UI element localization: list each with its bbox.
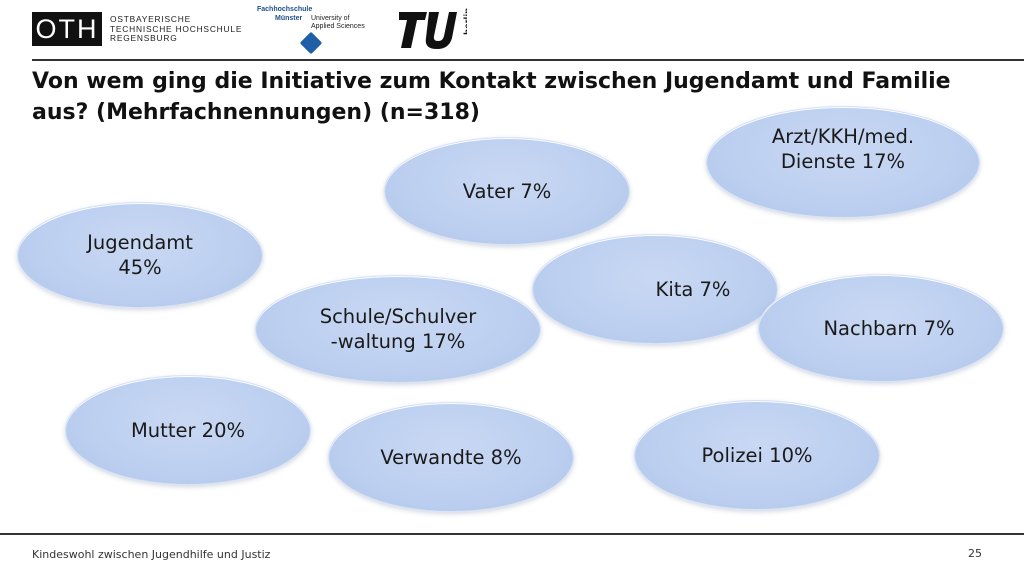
bubble-label: Jugendamt 45%	[87, 231, 193, 279]
fh-line2: Münster	[275, 15, 303, 22]
footer-divider	[0, 533, 1024, 535]
page-number: 25	[968, 547, 982, 560]
oth-logo-text: OTH	[35, 13, 99, 44]
bubble-kita: Kita 7%	[532, 234, 778, 344]
bubble-label: Arzt/KKH/med. Dienste 17%	[771, 125, 915, 173]
oth-name-line1: OSTBAYERISCHE	[110, 14, 191, 24]
bubble-jugendamt: Jugendamt 45%	[17, 202, 263, 308]
header-divider	[32, 59, 1024, 61]
bubble-polizei: Polizei 10%	[634, 400, 880, 510]
fh-diamond-icon	[299, 31, 323, 55]
bubble-verwandte: Verwandte 8%	[328, 402, 574, 512]
bubble-vater: Vater 7%	[384, 137, 630, 245]
fh-right1: University of	[311, 15, 350, 22]
footer-text: Kindeswohl zwischen Jugendhilfe und Just…	[32, 548, 271, 561]
fh-right2: Applied Sciences	[311, 23, 365, 30]
oth-name-line3: REGENSBURG	[110, 33, 178, 43]
oth-name-line2: TECHNISCHE HOCHSCHULE	[110, 23, 243, 34]
bubble-label: Kita 7%	[655, 277, 731, 301]
bubble-label: Nachbarn 7%	[823, 316, 955, 340]
tu-berlin-logo-icon: berlin	[397, 8, 474, 52]
bubble-label: Schule/Schulver -waltung 17%	[319, 305, 477, 353]
bubble-mutter: Mutter 20%	[65, 375, 311, 485]
bubble-label: Verwandte 8%	[380, 445, 522, 469]
fh-muenster-logo: Fachhochschule Münster University of App…	[253, 6, 373, 56]
bubble-label: Vater 7%	[462, 179, 552, 203]
bubble-label: Polizei 10%	[701, 443, 813, 467]
tu-logo-text: berlin	[463, 8, 467, 35]
oth-name: OSTBAYERISCHE TECHNISCHE HOCHSCHULE REGE…	[110, 14, 243, 44]
bubble-arzt: Arzt/KKH/med. Dienste 17%	[706, 106, 980, 218]
tu-berlin-logo-svg: berlin	[399, 8, 474, 49]
bubble-nachbarn: Nachbarn 7%	[758, 274, 1004, 382]
slide-title: Von wem ging die Initiative zum Kontakt …	[32, 69, 951, 125]
bubble-label: Mutter 20%	[130, 418, 246, 442]
bubble-schule: Schule/Schulver -waltung 17%	[255, 275, 541, 383]
slide-header: OTH OSTBAYERISCHE TECHNISCHE HOCHSCHULE …	[0, 0, 1024, 61]
oth-logo: OTH	[32, 12, 102, 46]
fh-line1: Fachhochschule	[257, 6, 313, 13]
